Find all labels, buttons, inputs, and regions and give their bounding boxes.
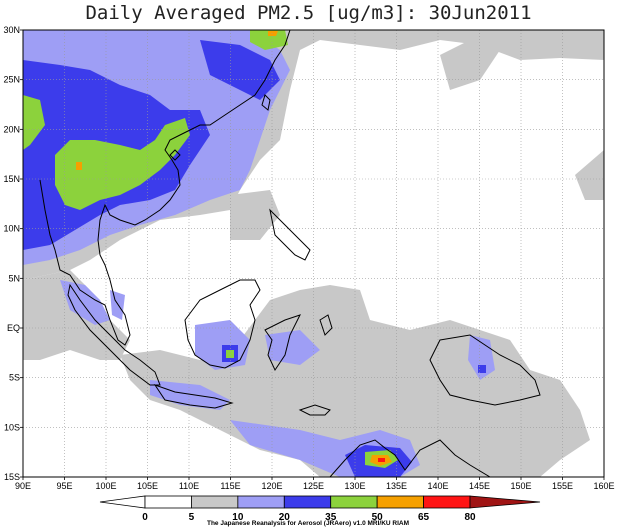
latitude-axis: 30N 25N 20N 15N 10N 5N EQ 5S 10S 15S <box>3 25 23 482</box>
coastline-sulawesi <box>264 314 301 372</box>
colorbar-arrow-low <box>99 495 146 509</box>
lon-tick-label: 155E <box>552 481 573 491</box>
pm25-10-20-region <box>230 190 280 240</box>
pm25-50-65-region <box>23 95 45 150</box>
coastline-taiwan <box>261 94 271 111</box>
colorbar-level-label: 5 <box>189 512 195 523</box>
pm25-10-20-region <box>440 40 500 90</box>
lon-tick-label: 95E <box>56 481 72 491</box>
pm25-50-65-region <box>250 30 288 50</box>
lat-tick-label: 10S <box>4 422 20 432</box>
lon-tick-label: 110E <box>179 481 199 491</box>
coastline-hainan <box>169 149 181 161</box>
colorbar-swatch <box>330 495 378 509</box>
coastlines <box>39 30 541 477</box>
pm25-20-35-region <box>265 330 320 365</box>
pm25-10-20-region <box>23 270 130 360</box>
coastline-timor <box>298 404 331 416</box>
colorbar-level-label: 50 <box>372 512 384 523</box>
lon-tick-label: 130E <box>344 481 365 491</box>
coastline-java <box>153 384 234 409</box>
pm25-35-50-region <box>478 365 486 373</box>
lat-tick-label: 15N <box>3 174 20 184</box>
lat-tick-label: 25N <box>3 75 20 85</box>
lon-tick-label: 100E <box>95 481 116 491</box>
lat-tick-label: 5S <box>9 373 20 383</box>
colorbar-swatch <box>144 495 192 509</box>
colorbar-level-label: 65 <box>418 512 430 523</box>
pm25-35-50-region <box>200 40 280 100</box>
colorbar-level-label: 35 <box>325 512 337 523</box>
pm25-20-35-region <box>468 335 495 380</box>
lat-tick-label: 20N <box>3 124 20 134</box>
lat-tick-label: 5N <box>8 273 20 283</box>
map-title: Daily Averaged PM2.5 [ug/m3]: 30Jun2011 <box>85 2 532 24</box>
colorbar-level-label: 10 <box>232 512 244 523</box>
pm25-65-80-region <box>268 31 278 36</box>
coastline-new-guinea <box>429 334 541 406</box>
colorbar-level-label: 20 <box>279 512 291 523</box>
colorbar: 0 5 10 20 35 50 65 80 <box>99 495 541 523</box>
colorbar-level-label: 80 <box>464 512 476 523</box>
pm25-20-35-region <box>150 380 230 410</box>
colorbar-level-label: 0 <box>142 512 148 523</box>
colorbar-swatch <box>191 495 239 509</box>
pm25-65-80-region <box>378 458 385 462</box>
lat-tick-label: EQ <box>7 323 20 333</box>
lon-tick-label: 105E <box>137 481 158 491</box>
lon-tick-label: 160E <box>593 481 614 491</box>
lon-tick-label: 135E <box>386 481 407 491</box>
coastline-halmahera <box>319 314 333 336</box>
pm25-50-65-region <box>55 118 190 210</box>
coastline-australia-north <box>329 439 491 477</box>
pm25-20-35-region <box>110 290 125 320</box>
lon-tick-label: 145E <box>469 481 490 491</box>
colorbar-swatch <box>283 495 332 509</box>
concentration-field <box>23 30 604 477</box>
colorbar-arrow-high <box>469 495 541 509</box>
colorbar-swatch <box>237 495 285 509</box>
coastline-mainland-asia <box>39 30 291 346</box>
lat-tick-label: 15S <box>4 472 20 482</box>
lon-tick-label: 90E <box>15 481 31 491</box>
coastline-borneo <box>184 279 261 369</box>
longitude-axis: 90E 95E 100E 105E 110E 115E 120E 125E 130E 135E 14… <box>15 477 615 491</box>
colorbar-swatch <box>376 495 424 509</box>
lon-tick-label: 115E <box>220 481 240 491</box>
coastline-philippines <box>269 208 311 261</box>
lon-tick-label: 150E <box>510 481 531 491</box>
lon-tick-label: 125E <box>303 481 324 491</box>
lat-tick-label: 30N <box>3 25 20 35</box>
lon-tick-label: 120E <box>261 481 282 491</box>
pm25-50-65-region <box>226 350 234 358</box>
credit-text: The Japanese Reanalysis for Aerosol (JRA… <box>207 520 409 527</box>
colorbar-swatch <box>423 495 471 509</box>
pm25-10-20-region <box>575 150 604 200</box>
pm25-65-80-region <box>76 162 82 170</box>
coastline-sumatra <box>67 283 161 386</box>
lon-tick-label: 140E <box>427 481 448 491</box>
pm25-20-35-region <box>60 280 110 325</box>
lat-tick-label: 10N <box>3 224 20 234</box>
